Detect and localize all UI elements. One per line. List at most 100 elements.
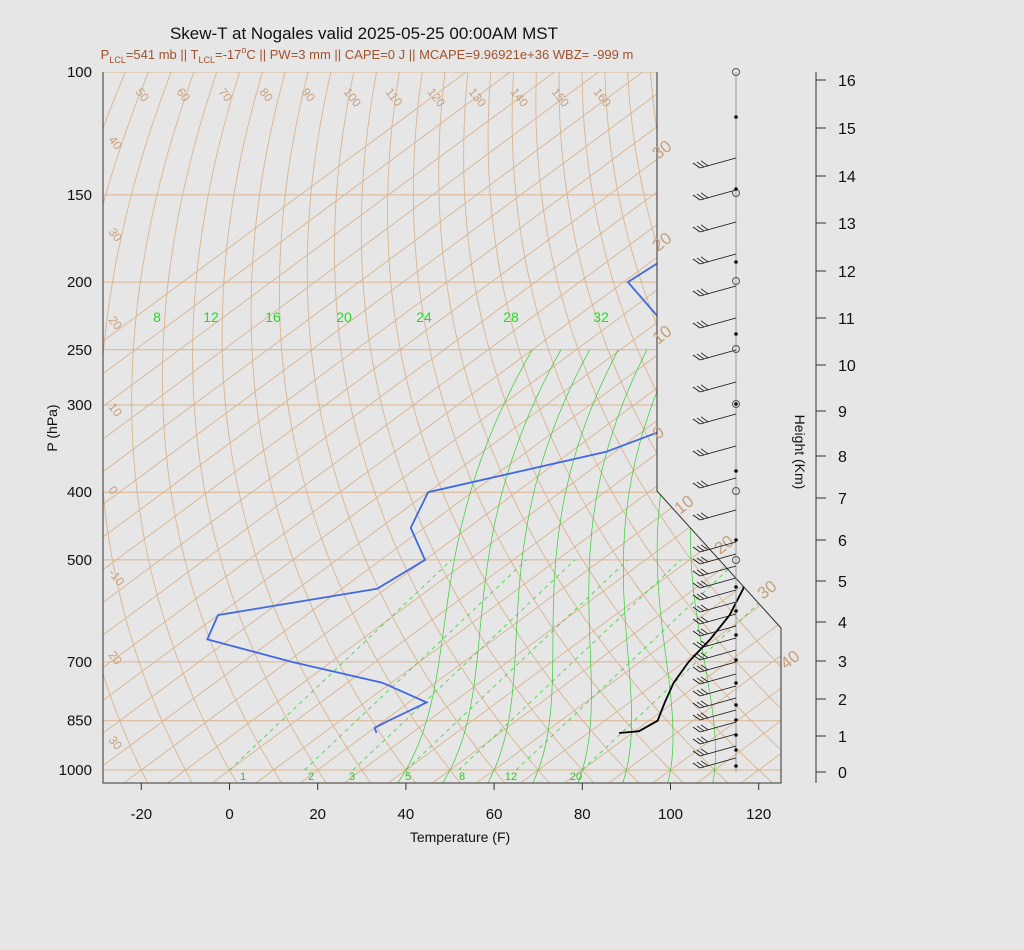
dry-adiabat-line xyxy=(131,72,239,783)
wind-barb-flag xyxy=(692,290,701,297)
wind-barb xyxy=(699,661,737,673)
wind-barb xyxy=(699,349,737,361)
wind-level-dot xyxy=(734,633,738,637)
x-tick-label: 20 xyxy=(309,806,326,823)
wind-barb-flag xyxy=(696,569,705,576)
wind-barb xyxy=(699,589,737,601)
wind-barb xyxy=(699,709,737,721)
calm-wind-marker xyxy=(732,487,740,495)
height-tick-label: 12 xyxy=(838,264,856,281)
calm-wind-marker xyxy=(732,68,740,76)
wind-barb-flag xyxy=(696,257,705,264)
pressure-tick-label: 1000 xyxy=(59,762,92,779)
dry-adiabat-line xyxy=(221,72,373,783)
isotherm-line xyxy=(103,72,776,783)
wind-barb-flag xyxy=(700,664,709,671)
wind-barb xyxy=(699,541,737,553)
wind-barb-flag xyxy=(696,289,705,296)
wind-barb-flag xyxy=(692,630,701,637)
y-axis-label: P (hPa) xyxy=(44,404,60,451)
moist-adiabat-line xyxy=(441,349,562,783)
wind-barb-flag xyxy=(700,628,709,635)
wind-barb-flag xyxy=(692,594,701,601)
wind-barb-flag xyxy=(696,161,705,168)
wind-barb-flag xyxy=(692,354,701,361)
wind-barb-flag xyxy=(696,617,705,624)
wind-barb-flag xyxy=(700,736,709,743)
isotherm-line xyxy=(103,72,781,783)
wind-barb-flag xyxy=(700,416,709,423)
isotherm-line xyxy=(103,72,555,783)
height-tick-label: 0 xyxy=(838,765,847,782)
moist-adiabat-line xyxy=(621,349,676,783)
mixing-ratio-label: 8 xyxy=(459,771,465,783)
x-tick-label: -20 xyxy=(130,806,152,823)
wind-barb xyxy=(699,733,737,745)
pressure-tick-label: 100 xyxy=(67,64,92,81)
wind-barb-flag xyxy=(696,321,705,328)
wind-barb-flag xyxy=(692,514,701,521)
height-tick-label: 16 xyxy=(838,73,856,90)
mixing-ratio-label: 20 xyxy=(570,771,582,783)
mixing-ratio-label: 20 xyxy=(336,309,352,325)
moist-adiabat-line xyxy=(396,349,533,783)
wind-barb xyxy=(699,601,737,613)
wind-barb-flag xyxy=(696,353,705,360)
wind-barb-flag xyxy=(692,322,701,329)
wind-barb xyxy=(699,745,737,757)
wind-barb-flag xyxy=(696,417,705,424)
wind-barb-flag xyxy=(700,384,709,391)
wind-barb-flag xyxy=(692,750,701,757)
wind-barb-flag xyxy=(692,606,701,613)
isotherm-line xyxy=(121,72,781,783)
wind-barb-flag xyxy=(696,653,705,660)
dry-adiabat-line xyxy=(463,72,776,783)
x-tick-label: 80 xyxy=(574,806,591,823)
x-tick-label: 120 xyxy=(746,806,771,823)
wind-barb-flag xyxy=(700,544,709,551)
pressure-tick-label: 500 xyxy=(67,552,92,569)
mixing-ratio-label: 1 xyxy=(240,771,246,783)
wind-barb-flag xyxy=(700,688,709,695)
mixing-ratio-line xyxy=(352,559,576,771)
dry-adiabat-line xyxy=(511,72,781,783)
dry-adiabat-line xyxy=(438,72,731,783)
wind-barb xyxy=(699,637,737,649)
height-tick-label: 14 xyxy=(838,169,856,186)
wind-barb-flag xyxy=(696,713,705,720)
height-tick-label: 9 xyxy=(838,404,847,421)
wind-barb xyxy=(699,613,737,625)
wind-barb-flag xyxy=(692,450,701,457)
isotherm-line xyxy=(385,72,781,783)
isotherm-line xyxy=(827,72,1024,785)
wind-barb-flag xyxy=(696,629,705,636)
wind-barb-flag xyxy=(700,724,709,731)
mixing-ratio-label: 28 xyxy=(503,309,519,325)
wind-barb-flag xyxy=(692,678,701,685)
isotherm-line xyxy=(429,72,781,783)
isotherm-line xyxy=(103,72,599,783)
wind-barb-flag xyxy=(692,386,701,393)
x-tick-label: 40 xyxy=(398,806,415,823)
height-axis-label: Height (Km) xyxy=(792,415,808,490)
height-tick-label: 8 xyxy=(838,449,847,466)
pressure-tick-label: 700 xyxy=(67,654,92,671)
height-tick-label: 4 xyxy=(838,615,847,632)
pressure-tick-label: 400 xyxy=(67,484,92,501)
isotherm-line xyxy=(103,72,781,783)
wind-barb-flag xyxy=(700,592,709,599)
dry-adiabat-line xyxy=(535,72,781,783)
mixing-ratio-line xyxy=(229,559,452,771)
pressure-tick-label: 300 xyxy=(67,397,92,414)
mixing-ratio-line xyxy=(304,559,527,771)
wind-barb-flag xyxy=(696,605,705,612)
wind-barb-flag xyxy=(700,604,709,611)
wind-level-dot xyxy=(734,748,738,752)
mixing-ratio-label: 5 xyxy=(405,771,411,783)
wind-level-dot xyxy=(734,187,738,191)
wind-level-dot xyxy=(734,260,738,264)
wind-barb xyxy=(699,253,737,265)
wind-barb-flag xyxy=(696,641,705,648)
dry-adiabat-line xyxy=(103,72,194,783)
